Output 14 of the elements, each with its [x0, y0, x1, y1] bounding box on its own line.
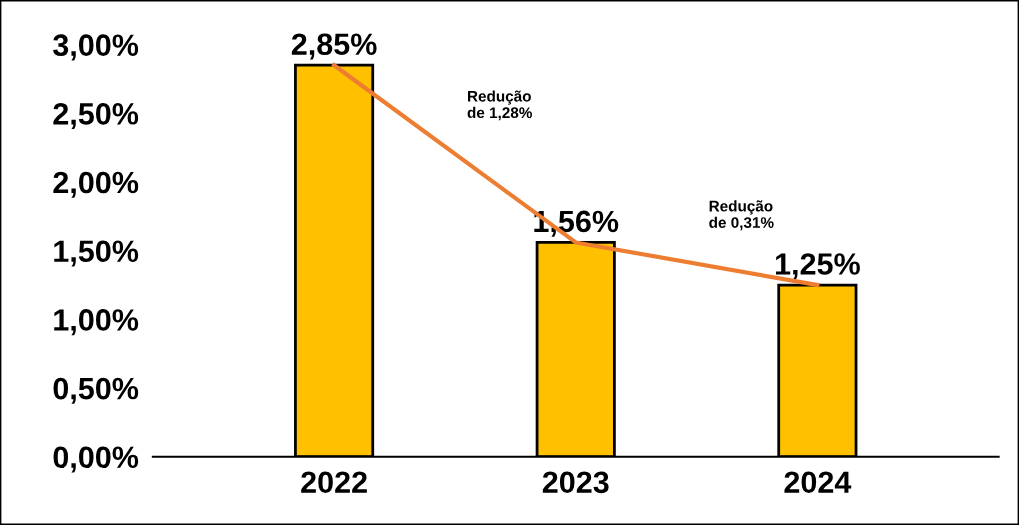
x-tick-label: 2023	[542, 471, 609, 494]
y-tick-label: 1,50%	[54, 240, 139, 267]
y-tick-label: 2,50%	[53, 103, 139, 130]
y-tick-label: 2,00%	[53, 171, 139, 198]
x-tick-label: 2024	[784, 471, 852, 494]
y-tick-label: 0,00%	[53, 446, 139, 473]
y-tick-label: 1,00%	[54, 309, 139, 336]
y-tick-label: 3,00%	[53, 34, 139, 61]
annotation: Redução de 0,31%	[709, 200, 774, 231]
annotation: Redução de 1,28%	[467, 90, 532, 121]
x-tick-label: 2022	[301, 471, 367, 494]
y-tick-label: 0,50%	[53, 377, 139, 404]
data-label: 2,85%	[291, 33, 377, 60]
data-label: 1,25%	[775, 253, 860, 280]
